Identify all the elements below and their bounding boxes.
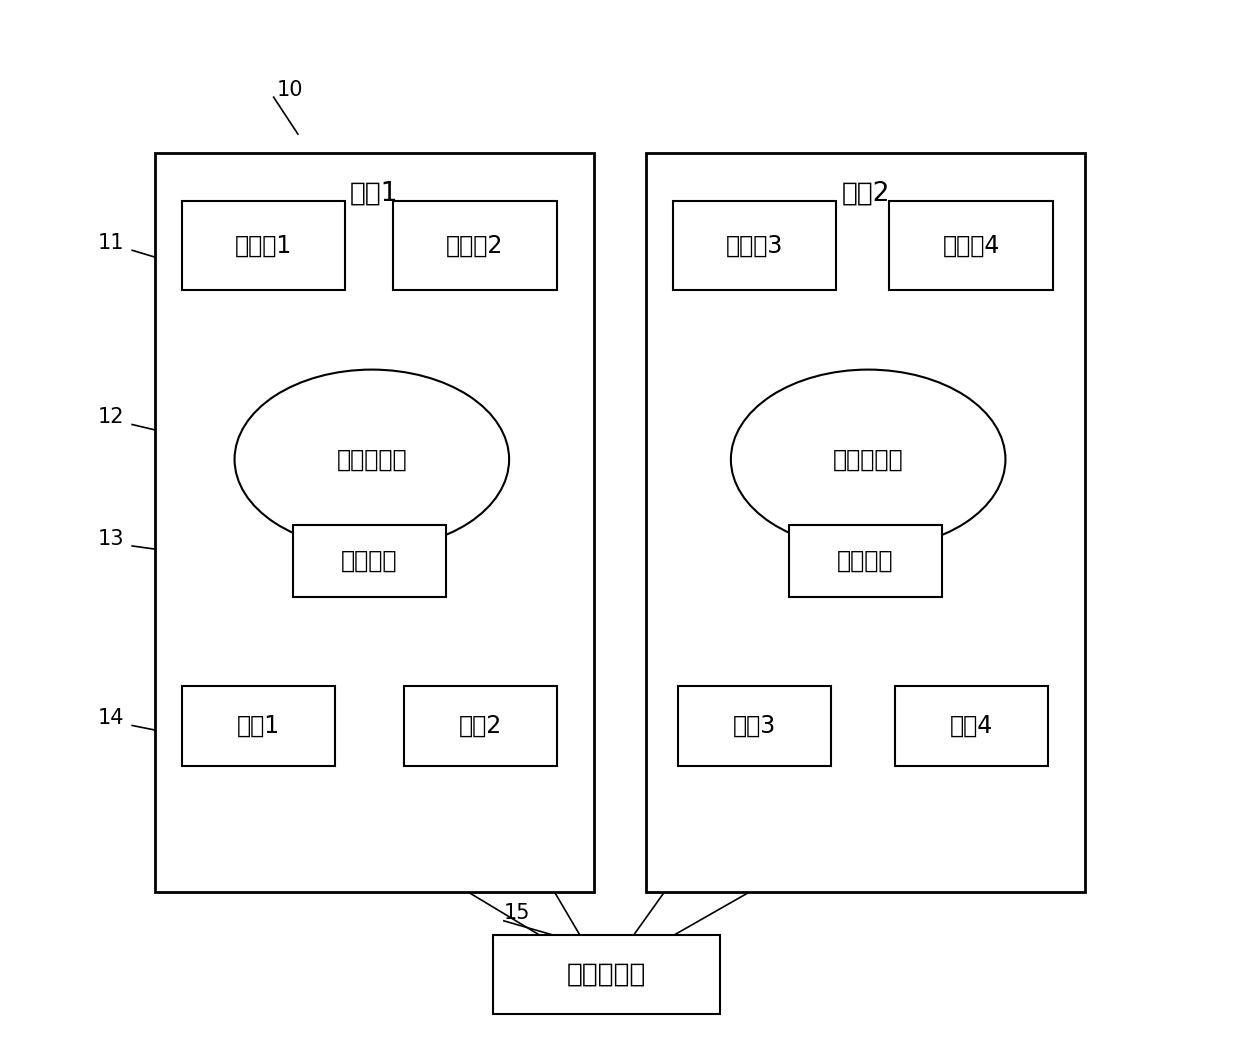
FancyBboxPatch shape <box>889 201 1053 290</box>
Text: 网卡4: 网卡4 <box>950 714 993 738</box>
Text: 虚拟机2: 虚拟机2 <box>446 233 503 258</box>
FancyBboxPatch shape <box>403 686 557 766</box>
Text: 10: 10 <box>277 80 304 99</box>
FancyBboxPatch shape <box>494 935 720 1014</box>
Text: 主机2: 主机2 <box>841 181 890 206</box>
Text: 11: 11 <box>97 233 124 252</box>
FancyBboxPatch shape <box>182 686 335 766</box>
Ellipse shape <box>730 370 1006 549</box>
Text: 虚拟交换机: 虚拟交换机 <box>833 448 904 471</box>
Text: 网卡1: 网卡1 <box>237 714 280 738</box>
Text: 虚拟机4: 虚拟机4 <box>942 233 999 258</box>
FancyBboxPatch shape <box>673 201 837 290</box>
Text: 12: 12 <box>97 408 124 427</box>
Text: 网卡3: 网卡3 <box>733 714 776 738</box>
Text: 网卡绑定: 网卡绑定 <box>837 549 894 572</box>
Ellipse shape <box>234 370 510 549</box>
Text: 15: 15 <box>503 904 531 923</box>
Text: 物理交换机: 物理交换机 <box>567 961 646 987</box>
Text: 虚拟机3: 虚拟机3 <box>725 233 784 258</box>
FancyBboxPatch shape <box>182 201 346 290</box>
Text: 虚拟交换机: 虚拟交换机 <box>336 448 407 471</box>
FancyBboxPatch shape <box>678 686 831 766</box>
Text: 主机1: 主机1 <box>350 181 399 206</box>
FancyBboxPatch shape <box>155 153 594 892</box>
FancyBboxPatch shape <box>894 686 1048 766</box>
Text: 13: 13 <box>97 529 124 548</box>
FancyBboxPatch shape <box>293 525 445 597</box>
Text: 虚拟机1: 虚拟机1 <box>234 233 293 258</box>
Text: 14: 14 <box>97 709 124 728</box>
Text: 网卡2: 网卡2 <box>459 714 502 738</box>
FancyBboxPatch shape <box>393 201 557 290</box>
FancyBboxPatch shape <box>789 525 942 597</box>
FancyBboxPatch shape <box>646 153 1085 892</box>
Text: 网卡绑定: 网卡绑定 <box>341 549 398 572</box>
